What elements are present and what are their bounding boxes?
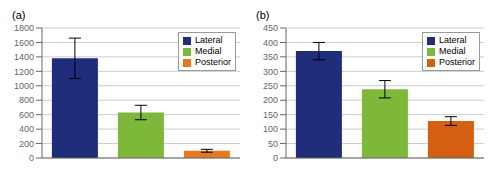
svg-text:250: 250 (263, 81, 278, 91)
svg-text:200: 200 (263, 95, 278, 105)
html-text:Lateral: Lateral (195, 35, 223, 45)
svg-text:1000: 1000 (14, 81, 34, 91)
html-text:(b): (b) (256, 9, 270, 21)
svg-text:1400: 1400 (14, 52, 34, 62)
svg-text:350: 350 (263, 52, 278, 62)
svg-text:1200: 1200 (14, 67, 34, 77)
svg-text:1600: 1600 (14, 38, 34, 48)
html-text:Posterior: Posterior (439, 57, 475, 67)
html-text:Posterior: Posterior (195, 57, 231, 67)
svg-text:0: 0 (273, 153, 278, 163)
svg-text:400: 400 (19, 124, 34, 134)
svg-text:600: 600 (19, 110, 34, 120)
svg-text:450: 450 (263, 23, 278, 33)
svg-text:0: 0 (29, 153, 34, 163)
svg-text:300: 300 (263, 67, 278, 77)
svg-text:150: 150 (263, 110, 278, 120)
html-text:Lateral: Lateral (439, 35, 467, 45)
html-text:Medial: Medial (439, 46, 466, 56)
html-text:Medial: Medial (195, 46, 222, 56)
svg-text:400: 400 (263, 38, 278, 48)
svg-text:50: 50 (268, 139, 278, 149)
html-text:(a): (a) (12, 9, 26, 21)
svg-text:100: 100 (263, 124, 278, 134)
svg-text:1800: 1800 (14, 23, 34, 33)
svg-text:200: 200 (19, 139, 34, 149)
svg-text:800: 800 (19, 95, 34, 105)
